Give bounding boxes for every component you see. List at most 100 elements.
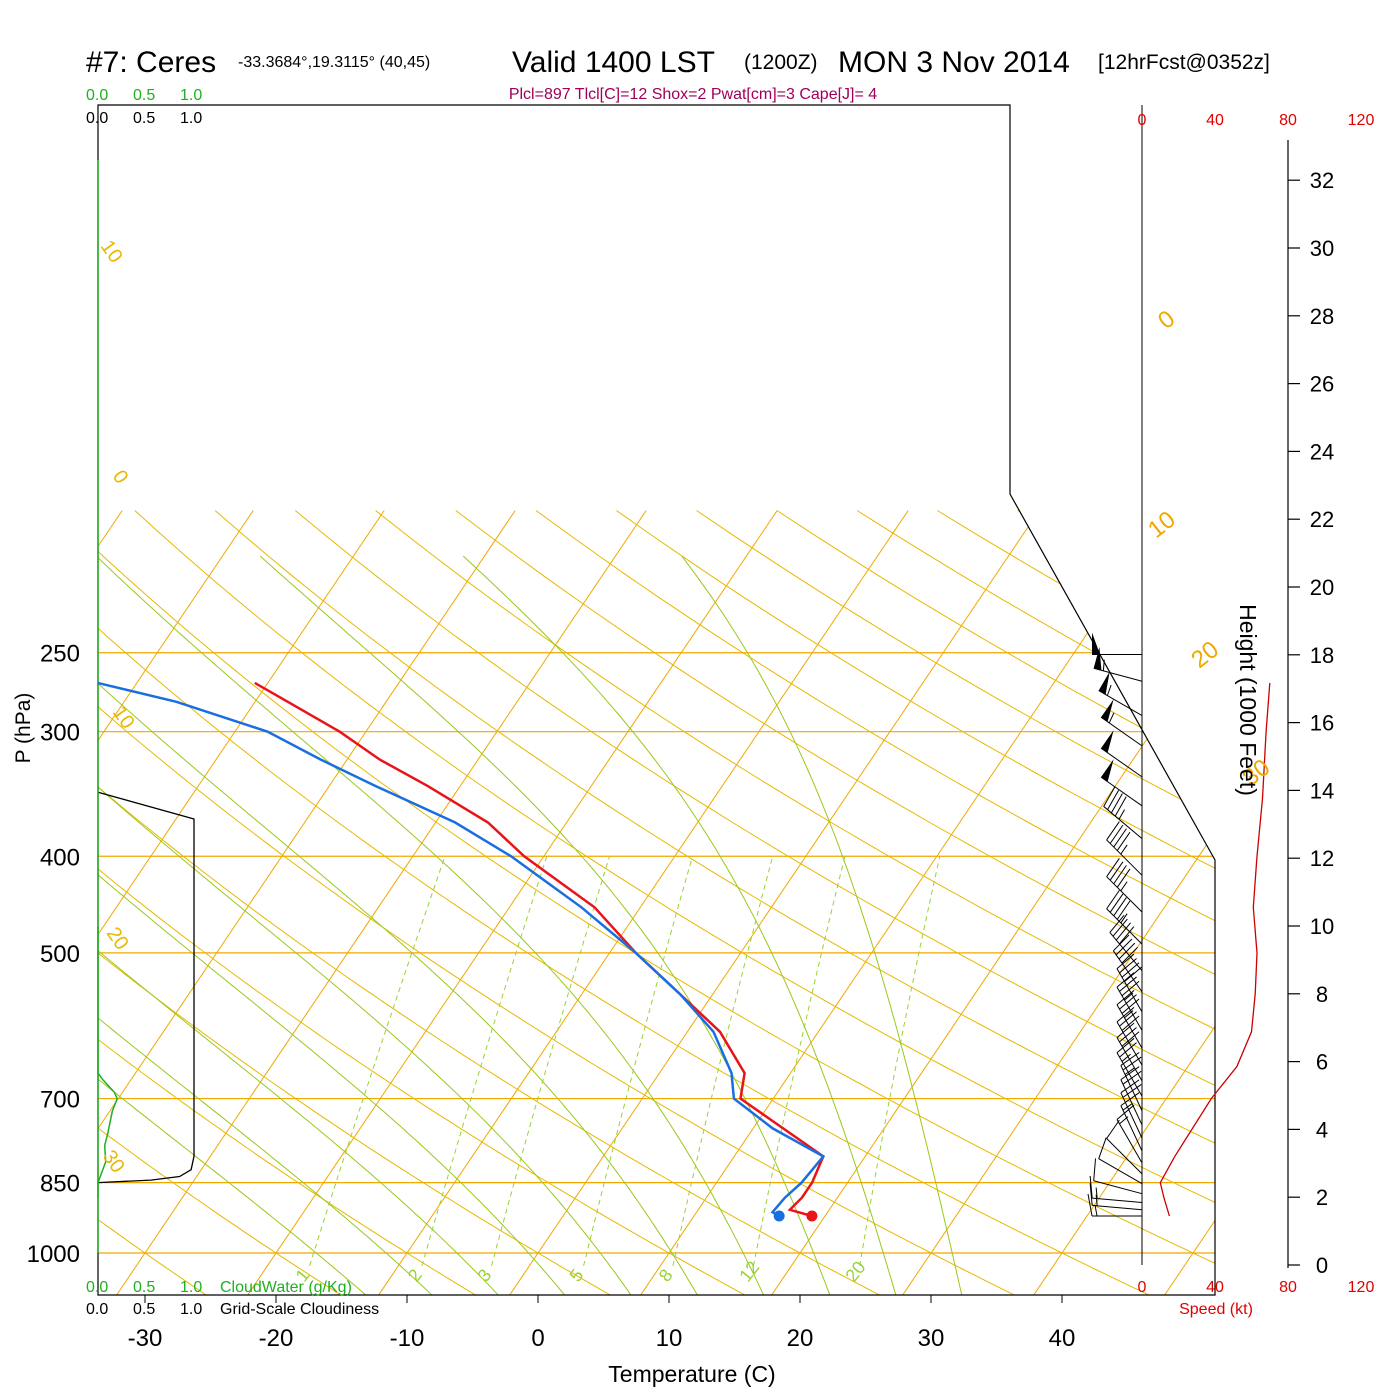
wind-barb: [1116, 1037, 1143, 1097]
speed-top-2: 80: [1279, 112, 1297, 129]
isotherm-line: [98, 510, 385, 1295]
isotherm-line: [373, 510, 909, 1295]
dry-adiabat-line: [455, 510, 1215, 1295]
dewpoint-line: [98, 681, 826, 1218]
wind-barb: [1106, 890, 1143, 945]
height-tick-label: 32: [1310, 168, 1334, 193]
height-tick-label: 6: [1316, 1050, 1328, 1075]
plot-frame: [97, 104, 1216, 1296]
dry-adiabat-line: [616, 510, 1215, 1295]
wind-barb: [1089, 1175, 1143, 1204]
isotherm-label: 10: [1143, 506, 1181, 544]
moist-adiabat-line: [98, 555, 375, 1295]
moist-adiabat-line: [98, 555, 506, 1295]
cloud-bottom-green-0: 0.0: [86, 1279, 108, 1296]
dry-adiabat-line: [98, 510, 759, 1295]
wind-barb: [1106, 1119, 1143, 1175]
cloud-top-green-0: 0.0: [86, 87, 108, 104]
dry-adiabat-label: 10: [108, 702, 139, 733]
isotherm-label: 0: [1153, 305, 1180, 335]
surface-temperature-dot: [806, 1210, 818, 1222]
speed-bottom-0: 0: [1138, 1279, 1147, 1296]
cloud-top-black-2: 1.0: [180, 110, 202, 127]
isotherm-line: [1159, 510, 1215, 1295]
pressure-tick-label: 400: [40, 844, 80, 871]
height-axis-title: Height (1000 Feet): [1235, 604, 1261, 796]
temperature-tick-label: 30: [918, 1325, 945, 1352]
dry-adiabat-line: [535, 510, 1215, 1295]
isotherm-line: [242, 510, 778, 1295]
dry-adiabat-line: [856, 510, 1215, 1295]
speed-bottom-1: 40: [1206, 1279, 1224, 1296]
speed-top-3: 120: [1348, 112, 1375, 129]
pressure-tick-label: 500: [40, 941, 80, 968]
speed-top-1: 40: [1206, 112, 1224, 129]
dry-adiabat-line: [1017, 510, 1215, 1295]
cloud-bottom-green-2: 1.0: [180, 1279, 202, 1296]
height-tick-label: 26: [1310, 372, 1334, 397]
wind-barb: [1087, 1193, 1142, 1217]
speed-panel-labels: 0 40 80 120 0 40 80 120 Speed (kt): [1138, 112, 1375, 1318]
moist-adiabat-line: [462, 555, 899, 1295]
cloudiness-label: Grid-Scale Cloudiness: [220, 1301, 379, 1318]
dry-adiabat-line: [294, 510, 1215, 1295]
pressure-tick-label: 1000: [27, 1241, 80, 1268]
cloud-bottom-green-1: 0.5: [133, 1279, 155, 1296]
wind-barb: [1106, 821, 1143, 876]
height-tick-label: 18: [1310, 643, 1334, 668]
height-tick-label: 20: [1310, 575, 1334, 600]
wind-barb: [1093, 647, 1143, 682]
wind-barb: [1116, 1104, 1143, 1164]
moist-adiabat-line: [98, 555, 702, 1295]
pressure-tick-label: 700: [40, 1087, 80, 1114]
temperature-tick-label: 0: [531, 1325, 544, 1352]
mixing-ratio-label: 2: [404, 1265, 426, 1285]
mixing-ratio-line: [491, 856, 611, 1266]
dry-adiabat-line: [214, 510, 1215, 1295]
dry-adiabat-line: [1259, 511, 1400, 1303]
station-coords: -33.3684°,19.3115° (40,45): [238, 54, 430, 71]
isotherm-line: [635, 510, 1171, 1295]
dry-adiabat-line: [134, 510, 1215, 1295]
isotherm-line: [1291, 511, 1400, 1303]
cloud-bottom-black-1: 0.5: [133, 1301, 155, 1318]
isotherm-line: [111, 510, 647, 1295]
utc-time: (1200Z): [744, 51, 818, 74]
dry-adiabat-line: [98, 510, 1029, 1295]
cloud-top-green-2: 1.0: [180, 87, 202, 104]
cloud-top-black-0: 0.0: [86, 110, 108, 127]
dry-adiabat-line: [696, 510, 1215, 1295]
dry-adiabat-line: [98, 510, 488, 1295]
dry-adiabat-line: [937, 510, 1215, 1295]
mixing-ratio-line: [859, 856, 941, 1266]
dry-adiabat-line: [98, 510, 353, 1295]
height-tick-label: 30: [1310, 236, 1334, 261]
height-tick-label: 16: [1310, 711, 1334, 736]
speed-line: [1159, 682, 1271, 1217]
dry-adiabat-label: 20: [102, 923, 133, 954]
speed-axis-title: Speed (kt): [1179, 1301, 1253, 1318]
sounding-profiles: [98, 681, 826, 1222]
wind-barb: [1098, 671, 1143, 716]
mixing-ratio-line: [309, 856, 446, 1266]
wind-barb: [1120, 1079, 1143, 1139]
surface-dewpoint-dot: [773, 1210, 785, 1222]
height-tick-label: 12: [1310, 846, 1334, 871]
isotherm-line: [897, 510, 1215, 1295]
moist-adiabat-line: [98, 555, 637, 1295]
y-axis-title: P (hPa): [12, 693, 35, 764]
cloud-bottom-black-0: 0.0: [86, 1301, 108, 1318]
dry-adiabat-line: [98, 510, 1165, 1295]
forecast-run: [12hrFcst@0352z]: [1098, 51, 1270, 74]
mixing-ratio-line: [421, 856, 548, 1266]
temperature-tick-label: 20: [787, 1325, 814, 1352]
forecast-date: MON 3 Nov 2014: [838, 46, 1070, 79]
wind-barb: [1100, 699, 1143, 747]
wind-barb: [1092, 632, 1142, 655]
dry-adiabat-line: [776, 510, 1215, 1295]
cloud-panel: [97, 160, 195, 1253]
temperature-tick-label: -30: [128, 1325, 163, 1352]
mixing-ratio-label: 12: [735, 1257, 763, 1285]
cloud-top-black-1: 0.5: [133, 110, 155, 127]
wind-barb: [1100, 759, 1143, 807]
